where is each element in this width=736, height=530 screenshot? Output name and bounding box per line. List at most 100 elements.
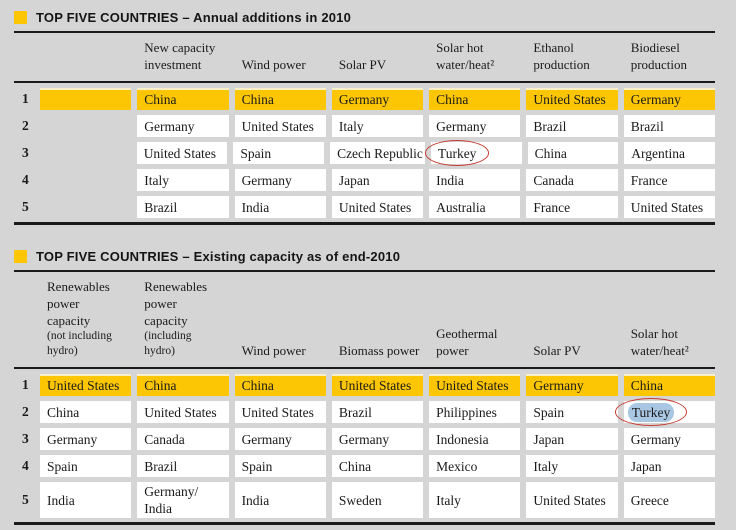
table-cell: Sweden (331, 482, 424, 518)
table-cell: China (137, 374, 229, 396)
table-cell: Spain (526, 401, 618, 423)
table-cell (40, 115, 131, 137)
table-cell: Germany (137, 115, 229, 137)
table-cell: United States (234, 115, 326, 137)
table-row: 4 Italy Germany Japan India Canada France (14, 169, 715, 191)
table-cell: China (429, 88, 521, 110)
table-cell: Italy (526, 455, 618, 477)
rank-cell: 1 (22, 91, 29, 106)
existing-capacity-section: TOP FIVE COUNTRIES – Existing capacity a… (14, 249, 715, 525)
table-cell (40, 142, 131, 164)
column-header-label: Ethanol production (533, 40, 590, 72)
column-header-label: New capacity investment (144, 40, 216, 72)
table-row: 5 Brazil India United States Australia France… (14, 196, 715, 218)
table-cell: Germany (331, 88, 424, 110)
rank-cell: 3 (22, 431, 29, 446)
table-cell: Germany (331, 428, 424, 450)
table-cell: Brazil (137, 455, 229, 477)
table-cell: Greece (623, 482, 715, 518)
table-cell: United States (331, 374, 424, 396)
table-cell: Canada (526, 169, 618, 191)
table-cell: France (526, 196, 618, 218)
rank-cell: 4 (22, 172, 29, 187)
table-cell: Germany (40, 428, 132, 450)
table-cell: Czech Republic (330, 142, 425, 164)
rank-cell: 5 (22, 199, 29, 214)
table-cell: United States (137, 401, 229, 423)
table-bottom-divider (14, 522, 715, 525)
table-body: 1 China China Germany China United States Germ… (14, 88, 715, 218)
table-cell: China (234, 374, 326, 396)
table-cell: Mexico (429, 455, 521, 477)
red-ellipse-annotation: Turkey (614, 397, 687, 426)
column-header-label: Solar PV (338, 57, 387, 72)
table-cell (40, 88, 132, 110)
column-header: Solar hot water/heat² (429, 39, 520, 73)
table-cell: India (429, 169, 521, 191)
table-cell: Spain (234, 455, 326, 477)
column-header-label: Renewables power capacity (144, 279, 208, 328)
table-row: 5 India Germany/ India India Sweden Italy Unit… (14, 482, 715, 518)
table-cell: Germany (623, 428, 715, 450)
column-header: Wind power (235, 56, 326, 73)
table-cell: Philippines (429, 401, 521, 423)
table-row: 1 United States China China United States Uni… (14, 374, 715, 396)
table-cell: Brazil (137, 196, 229, 218)
column-header-label: Biodiesel production (630, 40, 688, 72)
table-cell (40, 169, 131, 191)
table-row: 2 Germany United States Italy Germany Brazil B… (14, 115, 715, 137)
column-header: Ethanol production (526, 39, 617, 73)
column-headers: Renewables power capacity (not including … (14, 272, 715, 369)
rank-cell: 1 (22, 377, 29, 392)
section-header: TOP FIVE COUNTRIES – Annual additions in… (14, 10, 715, 25)
table-cell: Brazil (331, 401, 424, 423)
rank-cell: 2 (22, 404, 29, 419)
section-title: TOP FIVE COUNTRIES – Annual additions in… (36, 10, 352, 25)
column-header-label: Solar PV (533, 343, 581, 358)
table-cell: Germany (526, 374, 618, 396)
table-cell: Turkey (614, 397, 715, 426)
table-cell: China (137, 88, 229, 110)
column-headers: New capacity investment Wind power Solar P… (14, 33, 715, 83)
table-cell: Indonesia (429, 428, 521, 450)
column-header: Renewables power capacity (not including … (40, 278, 131, 359)
column-header-sublabel: (including hydro) (144, 330, 192, 357)
column-header: Solar hot water/heat² (624, 325, 715, 359)
table-row: 4 Spain Brazil Spain China Mexico Italy Japan (14, 455, 715, 477)
table-cell: Spain (233, 142, 325, 164)
table-cell: China (331, 455, 424, 477)
title-divider (14, 270, 715, 272)
table-cell: United States (526, 88, 618, 110)
table-cell: France (623, 169, 715, 191)
annual-additions-section: TOP FIVE COUNTRIES – Annual additions in… (14, 10, 715, 225)
column-header: Wind power (235, 342, 326, 359)
column-header: Geothermal power (429, 325, 520, 359)
column-header: Biodiesel production (624, 39, 715, 73)
table-row: 3 United States Spain Czech Republic Turkey C… (14, 139, 715, 166)
column-header-label: Wind power (241, 343, 306, 358)
table-cell: Germany (623, 88, 715, 110)
table-cell: Germany (234, 169, 326, 191)
column-header-label: Solar hot water/heat² (436, 40, 495, 72)
table-cell: Japan (526, 428, 618, 450)
table-cell: Spain (40, 455, 132, 477)
rank-cell: 5 (22, 492, 29, 507)
column-header-label: Geothermal power (436, 326, 498, 358)
content-area: TOP FIVE COUNTRIES – Annual additions in… (14, 10, 715, 530)
table-bottom-divider (14, 222, 715, 225)
table-cell: Japan (623, 455, 715, 477)
table-cell: Australia (429, 196, 521, 218)
rank-cell: 4 (22, 458, 29, 473)
yellow-square-icon (14, 250, 27, 263)
table-cell (40, 196, 131, 218)
table-cell: United States (331, 196, 424, 218)
column-header: Solar PV (332, 56, 423, 73)
title-divider (14, 31, 715, 33)
table-cell: China (623, 374, 715, 396)
table-cell: Brazil (623, 115, 715, 137)
table-cell: United States (136, 142, 228, 164)
table-cell: United States (526, 482, 618, 518)
table-cell: Canada (137, 428, 229, 450)
table-cell: Japan (331, 169, 424, 191)
